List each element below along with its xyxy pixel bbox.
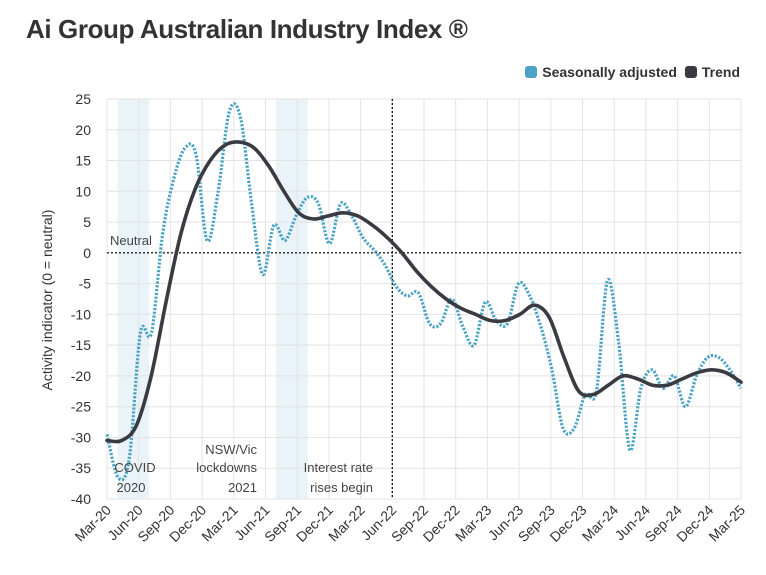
x-tick-label: Mar-22 (325, 502, 368, 545)
lockdown-label-line1: NSW/Vic (205, 442, 257, 457)
x-tick-label: Mar-24 (579, 502, 622, 545)
y-tick-label: 5 (83, 214, 91, 230)
y-tick-label: -20 (71, 368, 91, 384)
neutral-label: Neutral (110, 233, 152, 248)
reference-lines (107, 99, 741, 499)
y-tick-label: 10 (75, 183, 91, 199)
y-axis-label: Activity indicator (0 = neutral) (39, 210, 55, 391)
legend-item-trend[interactable]: Trend (684, 64, 740, 80)
annotations: Neutral COVID 2020 NSW/Vic lockdowns 202… (110, 233, 373, 495)
series-line-seasonally-adjusted (105, 102, 743, 482)
x-tick-label: Mar-21 (198, 502, 241, 545)
legend-swatch-seasonally-adjusted (525, 66, 538, 78)
y-tick-label: -30 (71, 429, 91, 445)
legend-label-trend: Trend (701, 64, 740, 80)
interest-rate-label-line2: rises begin (310, 480, 373, 495)
legend: Seasonally adjusted Trend (517, 64, 740, 80)
legend-label-seasonally-adjusted: Seasonally adjusted (542, 64, 677, 80)
covid-label-line2: 2020 (117, 480, 146, 495)
shaded-period-2 (276, 99, 308, 499)
y-axis: 25 20 15 10 5 0 -5 -10 -15 -20 -25 -30 -35 -40 (71, 91, 91, 507)
x-tick-label: Mar-20 (71, 502, 114, 545)
y-tick-label: -40 (71, 491, 91, 507)
y-tick-label: 25 (75, 91, 91, 107)
chart-title: Ai Group Australian Industry Index ® (26, 14, 468, 44)
shaded-periods (117, 99, 308, 499)
x-tick-label: Mar-25 (705, 502, 748, 545)
x-tick-label: Mar-23 (452, 502, 495, 545)
y-tick-label: -35 (71, 460, 91, 476)
legend-item-seasonally-adjusted[interactable]: Seasonally adjusted (525, 64, 677, 80)
y-tick-label: 20 (75, 122, 91, 138)
legend-swatch-trend (684, 66, 697, 78)
interest-rate-label-line1: Interest rate (304, 460, 373, 475)
series-line-trend (105, 140, 743, 444)
y-tick-label: 15 (75, 153, 91, 169)
series-lines (105, 102, 743, 482)
covid-label-line1: COVID (114, 460, 155, 475)
gridlines (106, 98, 742, 500)
lockdown-label-line2: lockdowns (196, 460, 257, 475)
lockdown-label-line3: 2021 (228, 480, 257, 495)
y-tick-label: -10 (71, 306, 91, 322)
y-tick-label: -15 (71, 337, 91, 353)
y-tick-label: 0 (83, 245, 91, 261)
y-tick-label: -25 (71, 399, 91, 415)
x-axis: Mar-20Jun-20Sep-20Dec-20Mar-21Jun-21Sep-… (71, 502, 748, 545)
y-tick-label: -5 (79, 276, 92, 292)
